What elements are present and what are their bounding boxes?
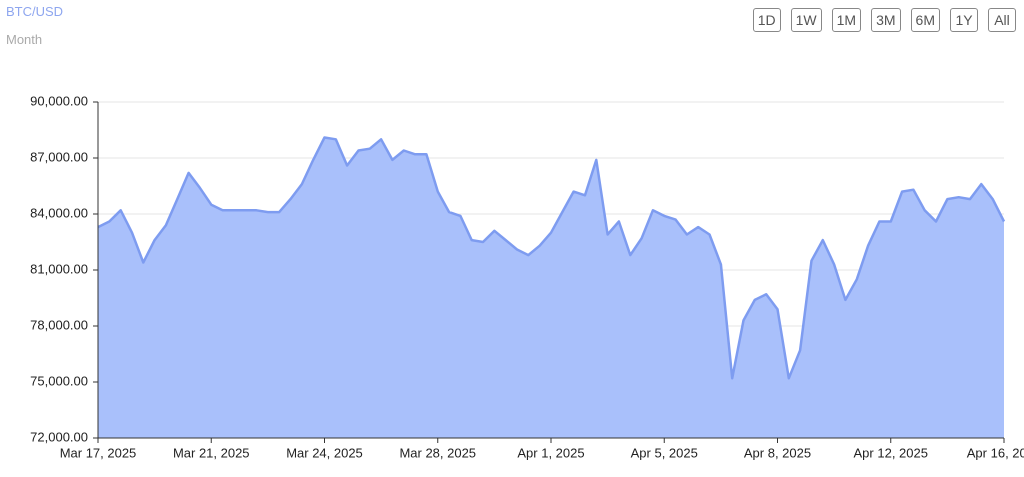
x-tick-label: Mar 28, 2025 xyxy=(399,445,476,460)
y-tick-label: 72,000.00 xyxy=(30,429,88,444)
chart-subtitle: Month xyxy=(6,32,43,47)
x-tick-label: Apr 12, 2025 xyxy=(854,445,928,460)
chart-title: BTC/USD xyxy=(6,4,64,19)
range-button[interactable]: 3M xyxy=(871,8,901,32)
range-button[interactable]: 6M xyxy=(910,8,940,32)
range-button[interactable]: 1Y xyxy=(950,8,978,32)
y-tick-label: 84,000.00 xyxy=(30,205,88,220)
x-tick-label: Apr 8, 2025 xyxy=(744,445,811,460)
range-buttons: 1D 1W 1M 3M 6M 1Y All xyxy=(752,8,1016,32)
x-tick-label: Mar 21, 2025 xyxy=(173,445,250,460)
x-tick-label: Apr 1, 2025 xyxy=(517,445,584,460)
y-tick-label: 81,000.00 xyxy=(30,261,88,276)
range-button[interactable]: All xyxy=(988,8,1016,32)
y-tick-label: 90,000.00 xyxy=(30,93,88,108)
range-button[interactable]: 1W xyxy=(790,8,822,32)
range-button[interactable]: 1M xyxy=(831,8,862,32)
x-tick-label: Mar 24, 2025 xyxy=(286,445,363,460)
y-tick-label: 78,000.00 xyxy=(30,317,88,332)
x-tick-label: Mar 17, 2025 xyxy=(60,445,137,460)
y-tick-label: 87,000.00 xyxy=(30,149,88,164)
y-tick-label: 75,000.00 xyxy=(30,373,88,388)
area xyxy=(98,137,1004,438)
range-button[interactable]: 1D xyxy=(752,8,781,32)
line xyxy=(97,136,1006,380)
x-tick-label: Apr 16, 2025 xyxy=(967,445,1024,460)
x-tick-label: Apr 5, 2025 xyxy=(631,445,698,460)
